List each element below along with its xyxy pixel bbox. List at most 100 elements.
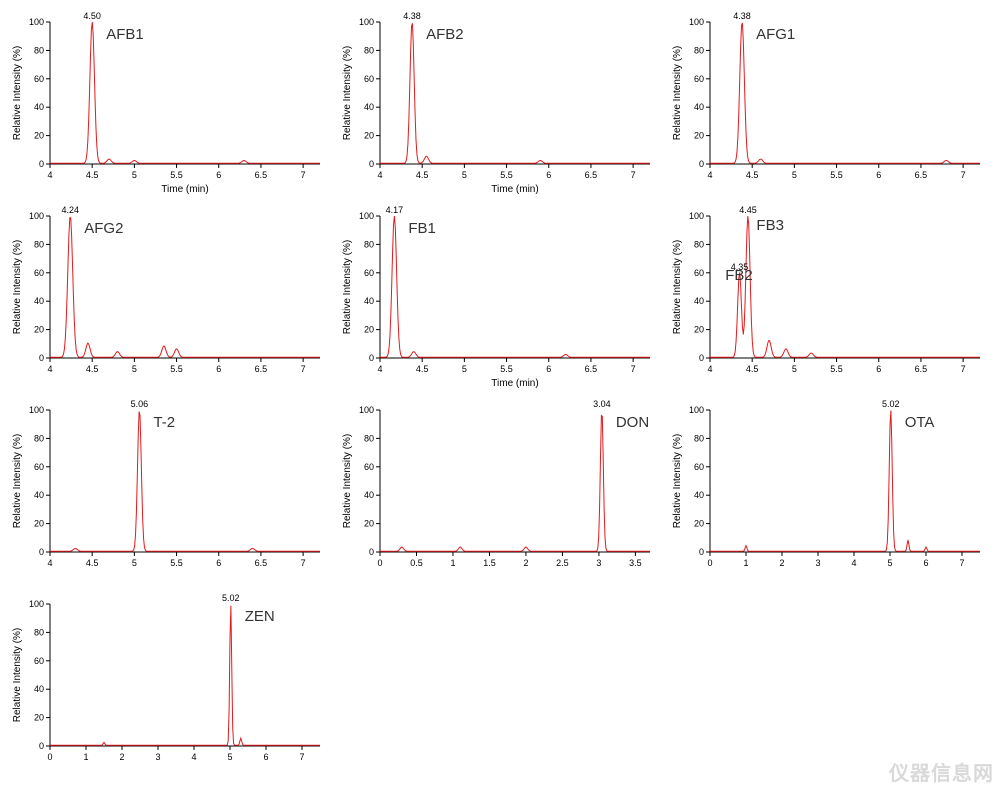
svg-text:5: 5: [792, 170, 797, 180]
compound-label: AFB1: [106, 26, 144, 43]
svg-text:0: 0: [39, 741, 44, 751]
svg-text:6: 6: [876, 364, 881, 374]
svg-text:6: 6: [546, 364, 551, 374]
svg-text:2: 2: [779, 558, 784, 568]
chromatogram-trace: [50, 22, 320, 163]
svg-text:40: 40: [34, 296, 44, 306]
peak-rt-label: 5.02: [222, 593, 240, 603]
y-axis-label: Relative Intensity (%): [342, 434, 353, 528]
svg-text:100: 100: [359, 211, 374, 221]
chromatogram-panel: 02040608010044.555.566.57Relative Intens…: [668, 202, 988, 392]
svg-text:6: 6: [546, 170, 551, 180]
svg-text:6.5: 6.5: [915, 364, 928, 374]
svg-text:7: 7: [301, 170, 306, 180]
svg-text:6.5: 6.5: [585, 364, 598, 374]
svg-text:40: 40: [364, 102, 374, 112]
svg-text:5: 5: [792, 364, 797, 374]
svg-text:60: 60: [694, 74, 704, 84]
svg-text:80: 80: [34, 433, 44, 443]
svg-text:5.5: 5.5: [830, 364, 843, 374]
peak-rt-label: 5.06: [131, 399, 149, 409]
svg-text:5: 5: [462, 170, 467, 180]
svg-text:5.5: 5.5: [170, 170, 183, 180]
compound-label: AFG1: [756, 26, 795, 43]
peak-rt-label: 4.24: [61, 205, 79, 215]
svg-text:1: 1: [450, 558, 455, 568]
compound-label: AFG2: [84, 220, 123, 237]
svg-text:60: 60: [364, 462, 374, 472]
svg-text:40: 40: [34, 490, 44, 500]
chromatogram-panel: 02040608010044.555.566.57Relative Intens…: [8, 396, 328, 586]
peak-rt-label: 4.38: [733, 11, 751, 21]
svg-text:4: 4: [851, 558, 856, 568]
y-axis-label: Relative Intensity (%): [12, 628, 23, 722]
svg-text:80: 80: [34, 45, 44, 55]
svg-text:4: 4: [47, 170, 52, 180]
svg-text:40: 40: [34, 102, 44, 112]
svg-text:2: 2: [523, 558, 528, 568]
svg-text:4: 4: [707, 170, 712, 180]
svg-text:80: 80: [694, 239, 704, 249]
chromatogram-trace: [380, 416, 650, 552]
svg-text:0: 0: [39, 353, 44, 363]
svg-text:80: 80: [694, 45, 704, 55]
svg-text:40: 40: [364, 490, 374, 500]
svg-text:6: 6: [876, 170, 881, 180]
svg-text:100: 100: [689, 211, 704, 221]
chromatogram-trace: [380, 23, 650, 163]
svg-text:7: 7: [631, 364, 636, 374]
svg-text:80: 80: [364, 45, 374, 55]
svg-text:100: 100: [689, 17, 704, 27]
svg-text:0: 0: [707, 558, 712, 568]
svg-text:80: 80: [364, 433, 374, 443]
svg-text:100: 100: [29, 211, 44, 221]
svg-text:3: 3: [155, 752, 160, 762]
chromatogram-trace: [710, 410, 980, 551]
chromatogram-panel: 02040608010044.555.566.57Relative Intens…: [338, 8, 658, 198]
svg-text:7: 7: [299, 752, 304, 762]
chromatogram-panel: 02040608010044.555.566.57Relative Intens…: [8, 8, 328, 198]
svg-text:4: 4: [707, 364, 712, 374]
svg-text:7: 7: [301, 364, 306, 374]
chromatogram-panel: 02040608010044.555.566.57Relative Intens…: [8, 202, 328, 392]
peak-rt-label: 4.45: [739, 205, 757, 215]
svg-text:60: 60: [34, 74, 44, 84]
svg-text:20: 20: [694, 131, 704, 141]
svg-text:0: 0: [39, 547, 44, 557]
chromatogram-trace: [50, 218, 320, 358]
y-axis-label: Relative Intensity (%): [672, 240, 683, 334]
svg-text:4: 4: [377, 364, 382, 374]
svg-text:7: 7: [961, 170, 966, 180]
svg-text:2.5: 2.5: [556, 558, 569, 568]
chromatogram-grid: 02040608010044.555.566.57Relative Intens…: [8, 8, 1000, 780]
y-axis-label: Relative Intensity (%): [672, 46, 683, 140]
compound-label: FB2: [725, 267, 753, 284]
chromatogram-panel: 02040608010044.555.566.57Relative Intens…: [668, 8, 988, 198]
svg-text:6.5: 6.5: [255, 558, 268, 568]
svg-text:1.5: 1.5: [483, 558, 496, 568]
svg-text:0: 0: [369, 547, 374, 557]
svg-text:40: 40: [694, 102, 704, 112]
svg-text:6.5: 6.5: [255, 364, 268, 374]
svg-text:20: 20: [364, 131, 374, 141]
svg-text:0: 0: [369, 159, 374, 169]
svg-text:7: 7: [301, 558, 306, 568]
svg-text:2: 2: [119, 752, 124, 762]
svg-text:4: 4: [47, 558, 52, 568]
peak-rt-label: 5.02: [882, 399, 900, 409]
y-axis-label: Relative Intensity (%): [672, 434, 683, 528]
svg-text:100: 100: [29, 599, 44, 609]
svg-text:60: 60: [34, 462, 44, 472]
svg-text:6: 6: [216, 170, 221, 180]
svg-text:4.5: 4.5: [416, 170, 429, 180]
svg-text:0: 0: [377, 558, 382, 568]
svg-text:5: 5: [132, 170, 137, 180]
x-axis-label: Time (min): [491, 184, 538, 195]
svg-text:5.5: 5.5: [830, 170, 843, 180]
svg-text:0.5: 0.5: [410, 558, 423, 568]
svg-text:5.5: 5.5: [500, 170, 513, 180]
svg-text:40: 40: [364, 296, 374, 306]
chromatogram-trace: [50, 606, 320, 746]
x-axis-label: Time (min): [491, 378, 538, 389]
svg-text:4.5: 4.5: [746, 170, 759, 180]
